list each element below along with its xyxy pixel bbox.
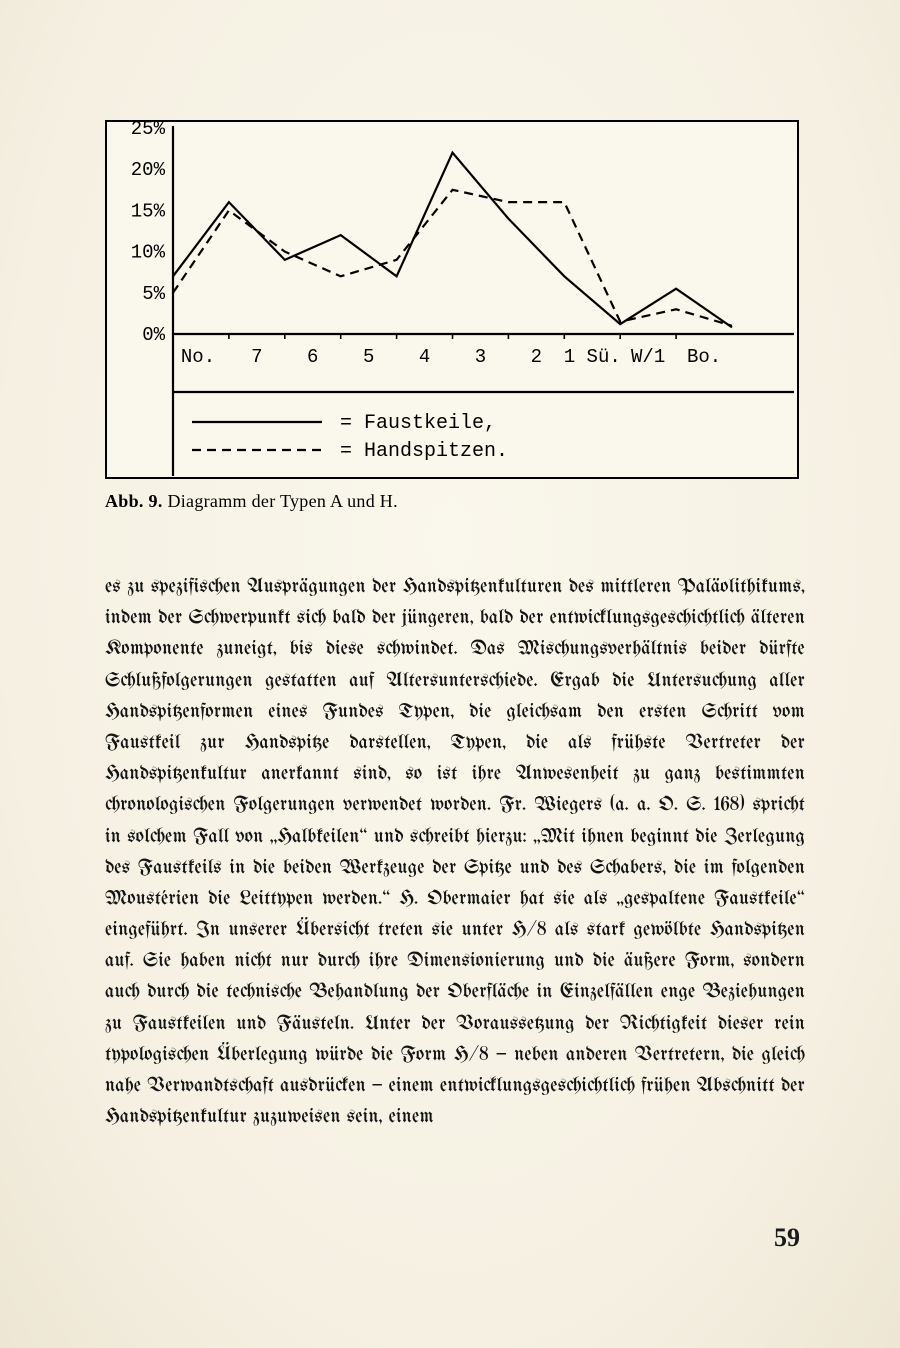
page: 0% 5% 10% 15% 20% 25% No. 7 6 5 4 3 2 1 Sü. W/1 Bo. = Fa… <box>0 0 900 1348</box>
body-paragraph: es zu spezifischen Ausprägungen der Hand… <box>105 572 805 1133</box>
caption-label: Abb. 9. <box>105 491 163 511</box>
svg-text:5%: 5% <box>142 283 165 305</box>
svg-text:= Handspitzen.: = Handspitzen. <box>340 440 508 463</box>
svg-text:15%: 15% <box>131 200 166 222</box>
svg-text:10%: 10% <box>131 242 166 264</box>
svg-text:25%: 25% <box>131 122 166 140</box>
svg-text:5: 5 <box>363 346 374 368</box>
page-number: 59 <box>774 1223 800 1253</box>
svg-text:6: 6 <box>307 346 318 368</box>
caption-text: Diagramm der Typen A und H. <box>167 491 397 511</box>
svg-text:Bo.: Bo. <box>687 346 721 368</box>
svg-text:0%: 0% <box>142 324 165 346</box>
figure-caption: Abb. 9. Diagramm der Typen A und H. <box>105 491 805 512</box>
svg-text:20%: 20% <box>131 159 166 181</box>
svg-text:= Faustkeile,: = Faustkeile, <box>340 412 496 435</box>
svg-text:7: 7 <box>251 346 262 368</box>
svg-text:3: 3 <box>475 346 486 368</box>
svg-text:4: 4 <box>419 346 430 368</box>
svg-text:No.: No. <box>181 346 215 368</box>
svg-text:2: 2 <box>531 346 542 368</box>
chart-figure: 0% 5% 10% 15% 20% 25% No. 7 6 5 4 3 2 1 Sü. W/1 Bo. = Fa… <box>105 120 799 479</box>
svg-text:W/1: W/1 <box>631 346 665 368</box>
svg-text:1 Sü.: 1 Sü. <box>564 346 621 368</box>
chart-svg: 0% 5% 10% 15% 20% 25% No. 7 6 5 4 3 2 1 Sü. W/1 Bo. = Fa… <box>107 122 797 477</box>
